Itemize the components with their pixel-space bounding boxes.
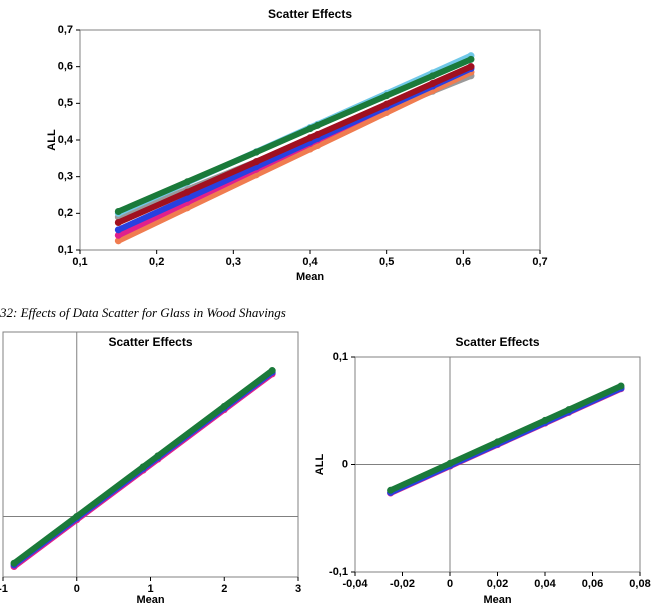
chart-title: Scatter Effects bbox=[108, 335, 192, 349]
point bbox=[220, 402, 228, 410]
y-axis-label: ALL bbox=[46, 129, 58, 151]
point bbox=[429, 72, 437, 80]
y-tick-label: 0,4 bbox=[58, 134, 74, 146]
point bbox=[183, 178, 191, 186]
chart-title: Scatter Effects bbox=[268, 7, 352, 21]
point bbox=[114, 231, 122, 239]
point bbox=[114, 226, 122, 234]
x-axis-label: Mean bbox=[136, 594, 164, 606]
series-band bbox=[117, 69, 473, 244]
y-tick-label: 0,5 bbox=[58, 97, 73, 109]
x-tick-label: 0,06 bbox=[582, 578, 603, 590]
x-tick-label: 0,08 bbox=[629, 578, 650, 590]
caption: 32: Effects of Data Scatter for Glass in… bbox=[0, 305, 286, 320]
x-tick-label: 0,04 bbox=[534, 578, 556, 590]
series-band bbox=[12, 368, 274, 566]
x-tick-label: 0,02 bbox=[487, 578, 508, 590]
series-band bbox=[389, 383, 623, 494]
point bbox=[387, 486, 395, 494]
x-tick-label: -0,02 bbox=[390, 578, 415, 590]
x-tick-label: 0,5 bbox=[379, 256, 394, 268]
y-axis-label: ALL bbox=[314, 454, 326, 476]
point bbox=[429, 80, 437, 88]
y-tick-label: -0,1 bbox=[329, 566, 348, 578]
x-tick-label: 0 bbox=[447, 578, 453, 590]
x-tick-label: 3 bbox=[295, 583, 301, 595]
x-tick-label: 0,6 bbox=[456, 256, 471, 268]
point bbox=[252, 158, 260, 166]
point bbox=[446, 459, 454, 467]
series-band bbox=[117, 63, 473, 226]
y-tick-label: 0,6 bbox=[58, 61, 73, 73]
x-tick-label: -0,04 bbox=[342, 578, 368, 590]
point bbox=[10, 559, 18, 567]
point bbox=[268, 367, 276, 375]
point bbox=[306, 134, 314, 142]
point bbox=[183, 188, 191, 196]
point bbox=[139, 463, 147, 471]
x-tick-label: 0,4 bbox=[302, 256, 318, 268]
point bbox=[314, 131, 322, 138]
x-tick-label: 0,3 bbox=[226, 256, 241, 268]
point bbox=[73, 512, 81, 520]
point bbox=[114, 219, 122, 226]
point bbox=[306, 125, 314, 133]
y-tick-label: 0,1 bbox=[333, 351, 348, 363]
y-tick-label: 0,7 bbox=[58, 24, 73, 36]
point bbox=[467, 55, 475, 63]
y-tick-label: 0 bbox=[342, 458, 348, 470]
y-tick-label: 0,1 bbox=[58, 244, 73, 256]
x-tick-label: -1 bbox=[0, 583, 8, 595]
series-band bbox=[117, 56, 473, 215]
x-tick-label: 0,2 bbox=[149, 256, 164, 268]
point bbox=[314, 121, 322, 129]
point bbox=[114, 208, 122, 215]
point bbox=[154, 452, 162, 460]
point bbox=[383, 100, 391, 108]
x-axis-label: Mean bbox=[296, 271, 324, 283]
point bbox=[383, 92, 391, 100]
point bbox=[494, 438, 501, 446]
x-tick-label: 0 bbox=[74, 583, 80, 595]
point bbox=[617, 382, 625, 390]
x-tick-label: 0,7 bbox=[532, 256, 547, 268]
y-tick-label: 0,2 bbox=[58, 207, 73, 219]
y-tick-label: 0,3 bbox=[58, 171, 73, 183]
point bbox=[252, 148, 260, 156]
chart-title: Scatter Effects bbox=[455, 335, 539, 349]
point bbox=[541, 416, 549, 424]
x-tick-label: 0,1 bbox=[72, 256, 87, 268]
point bbox=[467, 63, 475, 71]
point bbox=[183, 194, 191, 202]
x-tick-label: 2 bbox=[221, 583, 227, 595]
point bbox=[114, 237, 122, 245]
point bbox=[565, 406, 573, 414]
x-tick-label: 1 bbox=[147, 583, 153, 595]
x-axis-label: Mean bbox=[483, 594, 511, 606]
